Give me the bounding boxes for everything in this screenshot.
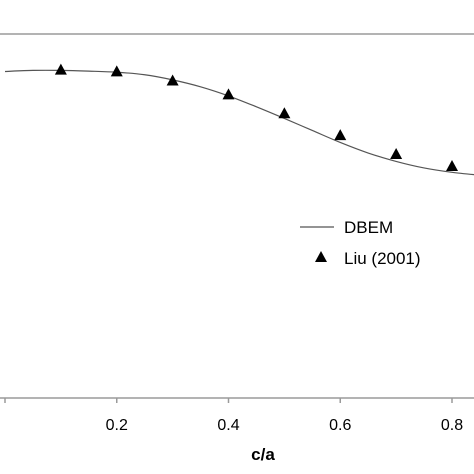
x-axis-title: c/a: [251, 445, 275, 464]
liu-data-point: [110, 65, 123, 77]
liu-data-point: [334, 129, 347, 141]
dbem-line: [4, 69, 474, 176]
legend-triangle-swatch: [315, 251, 327, 262]
liu-data-point: [222, 88, 235, 100]
liu-data-point: [166, 74, 179, 86]
x-tick-label: 0.4: [217, 417, 239, 434]
legend-label-dbem: DBEM: [344, 218, 393, 237]
liu-data-point: [390, 148, 403, 160]
series-layer: [4, 63, 474, 176]
x-ticks: 0.2 0.4 0.6 0.8: [4, 398, 463, 434]
legend: DBEM Liu (2001): [300, 218, 421, 268]
legend-label-liu: Liu (2001): [344, 249, 421, 268]
x-tick-label: 0.8: [441, 417, 463, 434]
plot-frame: [0, 33, 474, 399]
liu-data-point: [54, 63, 67, 75]
liu-data-point: [446, 160, 458, 172]
liu-data-point: [278, 107, 291, 119]
x-tick-label: 0.6: [329, 417, 351, 434]
x-tick-label: 0.2: [106, 417, 128, 434]
